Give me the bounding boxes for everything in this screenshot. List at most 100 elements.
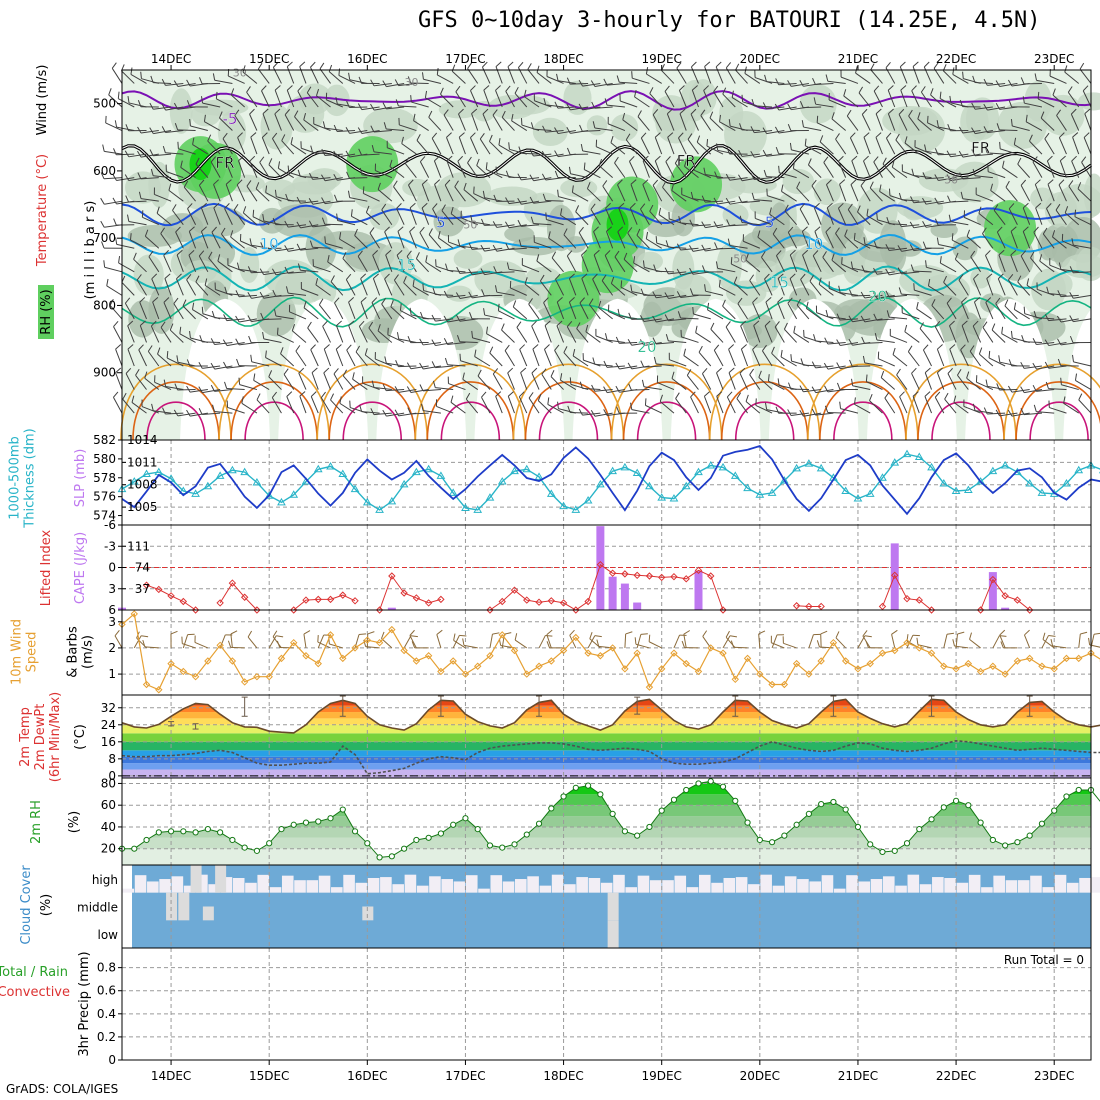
wind-barb <box>286 85 293 91</box>
wind-barb <box>671 183 675 191</box>
wind-barb <box>387 147 405 155</box>
cape-bar <box>694 570 703 610</box>
rh-point <box>952 797 960 804</box>
date-tick-label-top: 20DEC <box>740 52 780 66</box>
wind-barb <box>101 241 105 249</box>
wind-barb <box>709 111 714 119</box>
wind-barb <box>1030 257 1043 273</box>
wind-barb <box>116 177 135 182</box>
wind-barb <box>1081 156 1087 163</box>
wind-barb <box>420 311 424 319</box>
wind-barb <box>659 394 663 402</box>
wind-barb <box>1068 180 1074 187</box>
wind-barb <box>160 321 166 328</box>
wind-barb <box>637 110 642 117</box>
wind-barb <box>199 335 203 343</box>
dewpoint-line <box>121 739 1100 775</box>
axis-label: Wind (m/s) <box>35 65 50 136</box>
wind-barb <box>324 177 343 182</box>
wind-barb <box>186 409 191 417</box>
wind-barb <box>827 411 846 414</box>
wind-barb <box>926 266 944 273</box>
wind-barb <box>1021 335 1025 342</box>
wind-barb <box>825 231 834 249</box>
wind-speed-point <box>903 638 911 647</box>
wind-barb <box>1020 361 1025 369</box>
wind-barb <box>646 238 662 249</box>
high-cloud-gap <box>649 880 662 893</box>
wind-barb <box>636 634 642 649</box>
li-tick-label: -6 <box>104 518 116 532</box>
wind-barb <box>444 184 454 202</box>
wind-barb <box>950 177 969 182</box>
wind-barb <box>506 262 510 270</box>
wind-barb <box>913 224 932 229</box>
wind-barb <box>382 102 387 110</box>
wind-barb <box>955 259 969 273</box>
wind-barb <box>462 638 465 646</box>
wind-barb <box>973 278 982 296</box>
wind-barb <box>1008 208 1018 225</box>
wind-barb <box>781 190 797 202</box>
wind-barb <box>459 634 467 637</box>
wind-barb <box>346 349 356 367</box>
wind-barb <box>108 94 123 108</box>
wind-barb <box>377 330 393 343</box>
wind-barb <box>636 228 641 236</box>
wind-barb <box>251 271 270 274</box>
wind-barb <box>904 331 920 343</box>
thickness-point <box>203 481 213 490</box>
wind-barb <box>375 358 393 367</box>
wind-barb <box>112 197 117 205</box>
rh-patch <box>438 100 481 119</box>
wind-barb <box>251 244 270 249</box>
wind-barb <box>789 142 792 150</box>
wind-barb <box>495 166 498 174</box>
wind-barb <box>1020 255 1031 273</box>
thickness-point <box>645 481 654 490</box>
thickness-point <box>436 471 446 479</box>
wind-barb <box>729 200 748 205</box>
wind-barb <box>801 120 804 128</box>
thickness-point <box>1062 478 1071 487</box>
thickness-point <box>191 489 200 497</box>
wind-barb <box>839 318 858 321</box>
wind-barb <box>1055 209 1067 226</box>
wind-barb <box>943 634 948 649</box>
wind-barb <box>182 299 187 307</box>
wind-barb <box>127 320 134 327</box>
wind-barb <box>518 61 524 68</box>
temp-tick-label: 0 <box>108 769 116 783</box>
wind-barb <box>204 284 221 296</box>
wind-barb <box>1064 71 1080 84</box>
wind-barb <box>629 207 638 225</box>
wind-barb <box>250 137 258 155</box>
high-cloud-gap <box>208 884 220 893</box>
wind-barb <box>130 239 147 249</box>
wind-barb <box>404 157 410 164</box>
wind-barb <box>104 150 123 155</box>
wind-speed-point <box>817 657 825 665</box>
wind-barb <box>904 324 908 332</box>
wind-barb <box>217 254 221 262</box>
wind-barb <box>617 179 623 186</box>
wind-barb <box>362 382 380 391</box>
wind-barb <box>395 360 399 367</box>
wind-barb <box>528 397 540 414</box>
rh-point <box>842 806 849 813</box>
li-tick-label: 3 <box>108 582 116 596</box>
wind-barb <box>485 162 488 170</box>
wind-barb <box>598 307 613 320</box>
wind-barb <box>718 279 721 287</box>
wind-barb <box>716 391 723 397</box>
wind-barb <box>237 137 246 155</box>
wind-barb <box>113 218 117 226</box>
rh-point <box>192 829 199 836</box>
wind-barb <box>963 216 981 226</box>
wind-barb <box>118 262 135 273</box>
wind-barb <box>679 108 686 115</box>
wind-barb <box>1088 637 1091 645</box>
wind-barb <box>403 282 417 296</box>
page-title: GFS 0~10day 3-hourly for BATOURI (14.25E… <box>418 8 1041 33</box>
wind-barb <box>640 633 648 635</box>
